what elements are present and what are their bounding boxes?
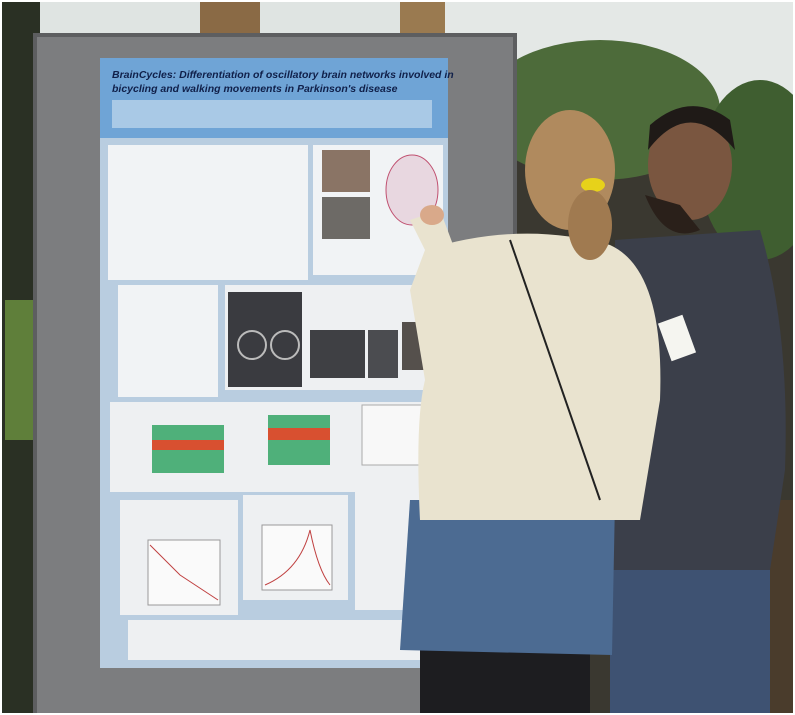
photo-thumb bbox=[322, 150, 370, 192]
sweater bbox=[410, 233, 661, 521]
photo-thumb bbox=[322, 197, 370, 239]
wheel bbox=[237, 330, 267, 360]
photo-thumb bbox=[310, 330, 365, 378]
ponytail bbox=[568, 190, 612, 260]
name-badge bbox=[657, 314, 697, 362]
photo-thumb bbox=[368, 330, 398, 378]
hair bbox=[648, 106, 735, 150]
plot bbox=[261, 524, 333, 591]
wheel bbox=[270, 330, 300, 360]
spectrogram-band bbox=[268, 428, 330, 440]
sleeve bbox=[410, 210, 455, 250]
panel bbox=[108, 145, 308, 280]
man-head bbox=[648, 110, 732, 220]
skirt bbox=[400, 500, 615, 655]
plot bbox=[361, 404, 425, 466]
panel bbox=[118, 285, 218, 397]
jeans bbox=[610, 555, 770, 715]
hand bbox=[420, 205, 444, 225]
grass bbox=[5, 300, 35, 440]
beard bbox=[645, 195, 700, 234]
spectrogram-band bbox=[152, 440, 224, 450]
plot-line bbox=[149, 544, 219, 601]
plot bbox=[147, 539, 221, 606]
poster-title: BrainCycles: Differentiation of oscillat… bbox=[112, 69, 454, 81]
author-block bbox=[112, 100, 432, 128]
panel bbox=[128, 620, 438, 660]
plot-line bbox=[264, 529, 331, 586]
bag-strap bbox=[509, 239, 601, 501]
hair-tie bbox=[581, 178, 605, 192]
poster-title: bicycling and walking movements in Parki… bbox=[112, 83, 398, 95]
